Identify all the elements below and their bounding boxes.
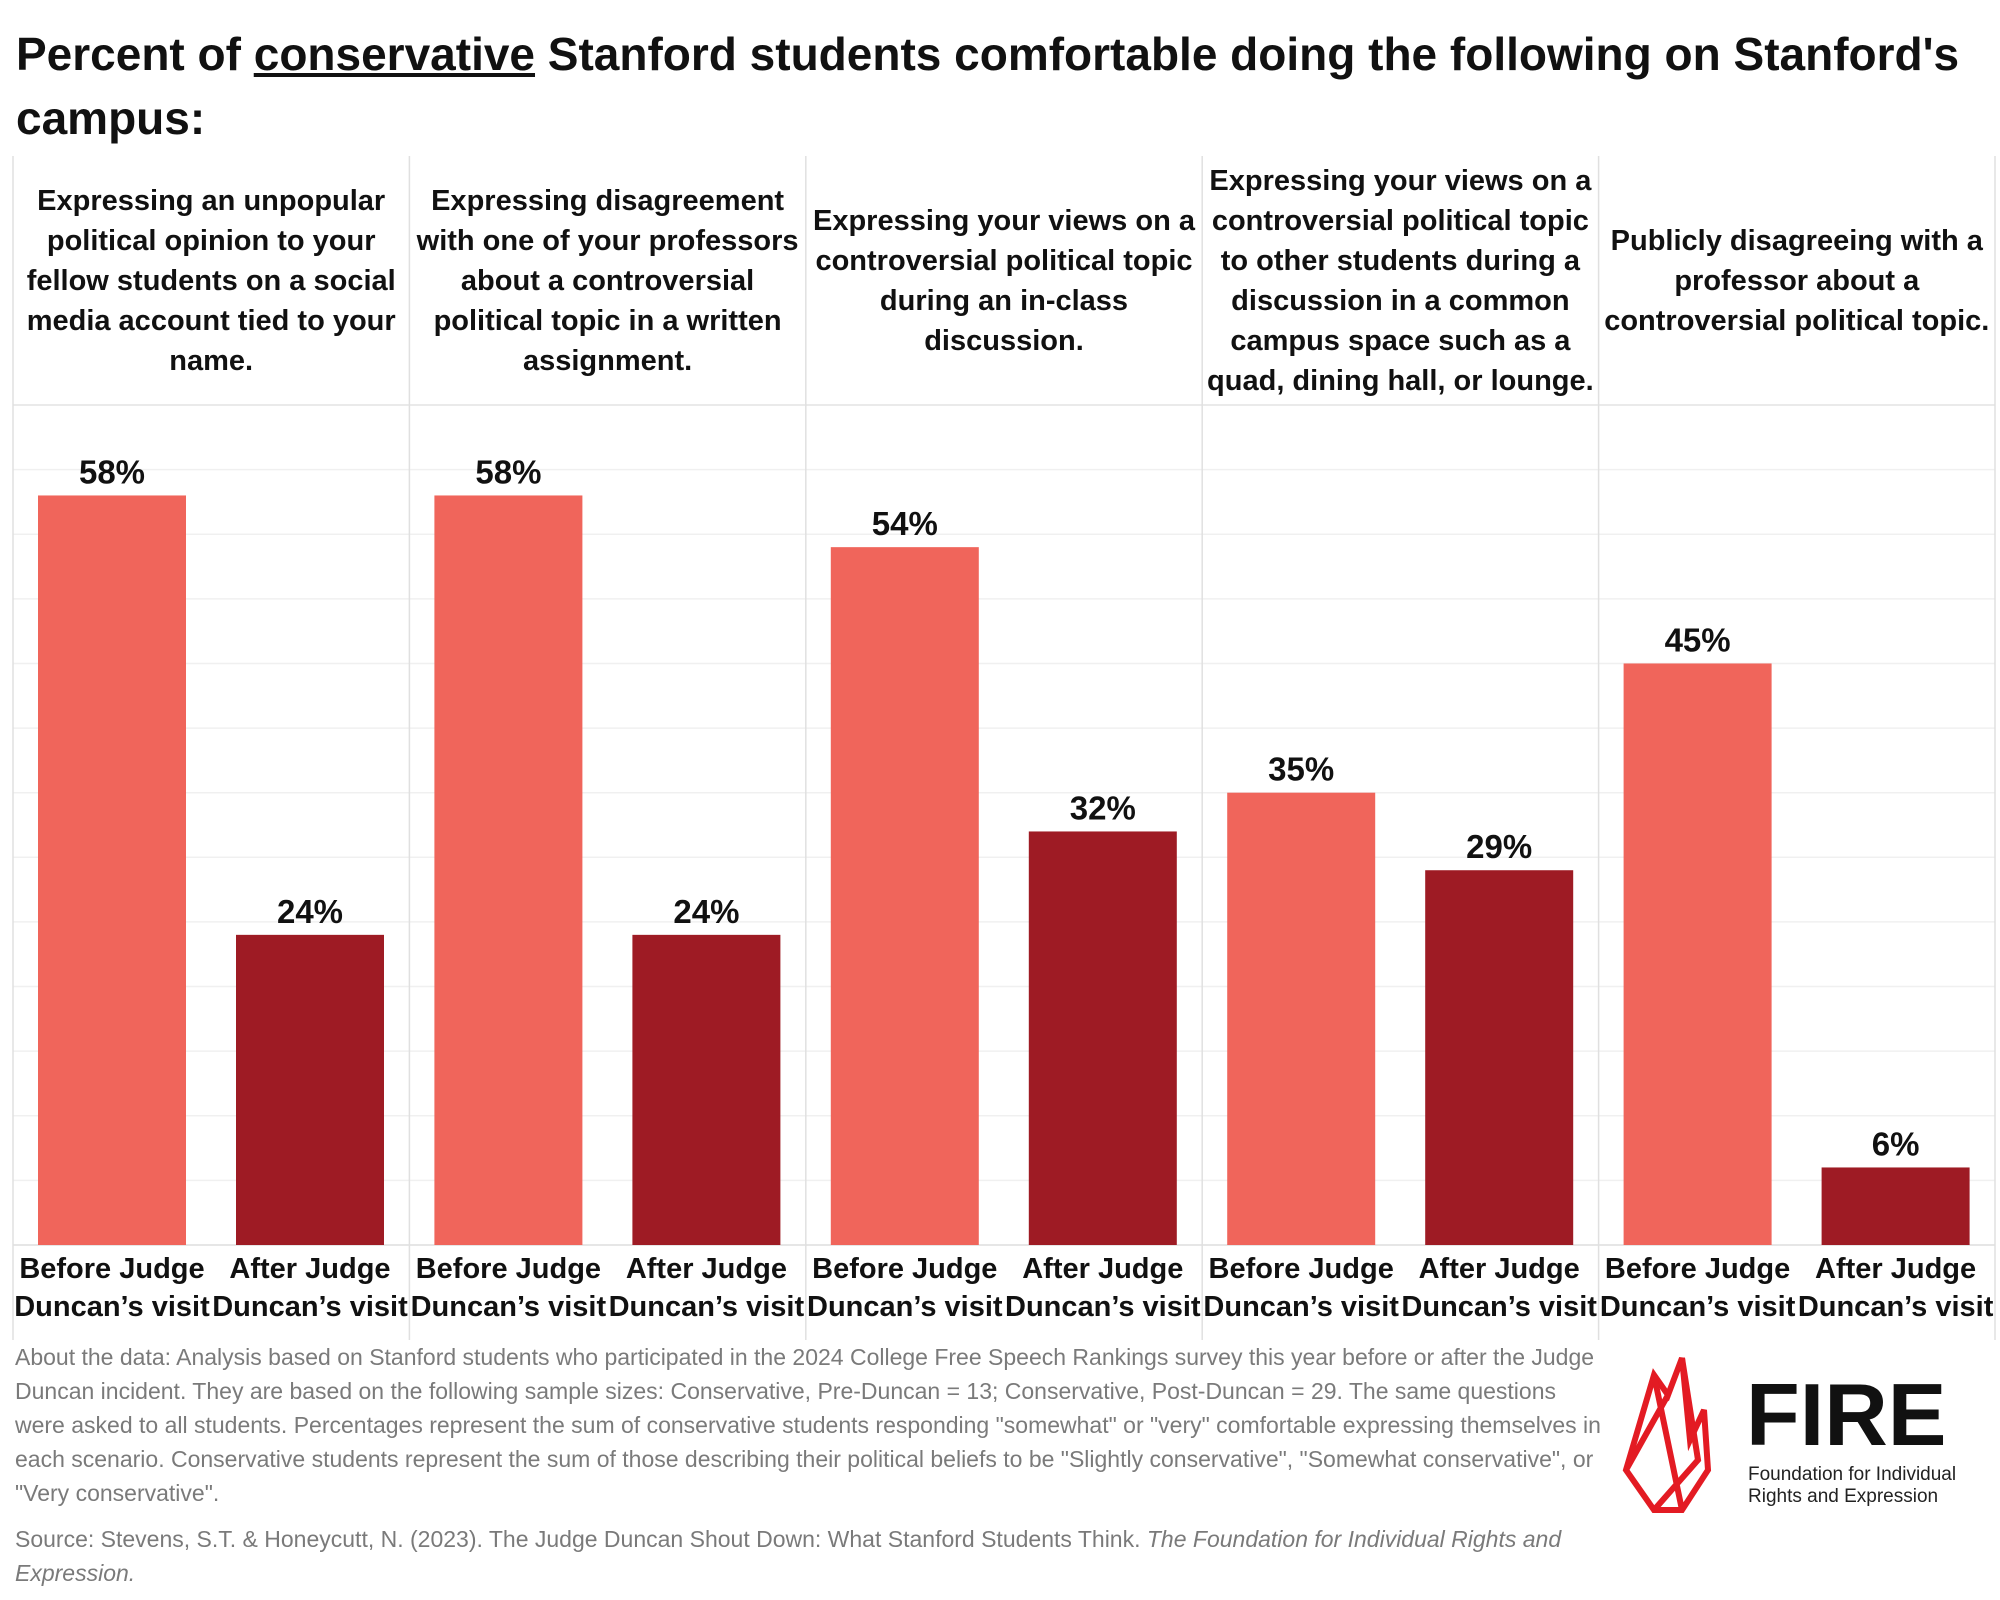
value-label: 24% bbox=[673, 893, 739, 930]
title-emphasis: conservative bbox=[253, 28, 536, 80]
footnotes: About the data: Analysis based on Stanfo… bbox=[15, 1340, 1605, 1590]
bar-before bbox=[1227, 792, 1376, 1245]
bar-before bbox=[1623, 663, 1772, 1245]
bar-chart: 58% 24% 58% 24% 54% 32% 35% 29% 45% 6% bbox=[12, 156, 1996, 1340]
bar-after bbox=[1028, 831, 1177, 1245]
bar-before bbox=[434, 495, 583, 1245]
source-text: Source: Stevens, S.T. & Honeycutt, N. (2… bbox=[15, 1526, 1147, 1552]
value-label: 24% bbox=[277, 893, 343, 930]
fire-logo: FIRE Foundation for Individual Rights an… bbox=[1622, 1356, 1956, 1513]
category-label: After Judge Duncan’s visit bbox=[212, 1253, 408, 1323]
bar-before bbox=[38, 495, 186, 1245]
panel-header: Expressing an unpopular political opinio… bbox=[26, 184, 396, 377]
category-label: After Judge Duncan’s visit bbox=[1797, 1253, 1994, 1323]
source-note: Source: Stevens, S.T. & Honeycutt, N. (2… bbox=[15, 1522, 1605, 1590]
source-publisher: The Foundation for Individual Rights and… bbox=[15, 1526, 1562, 1586]
category-label: Before Judge Duncan’s visit bbox=[14, 1253, 210, 1323]
logo-wordmark: FIRE bbox=[1746, 1365, 1946, 1464]
value-label: 58% bbox=[79, 453, 145, 490]
category-label: After Judge Duncan’s visit bbox=[1005, 1253, 1201, 1323]
category-label: After Judge Duncan’s visit bbox=[608, 1253, 805, 1323]
category-label: After Judge Duncan’s visit bbox=[1401, 1253, 1597, 1323]
value-label: 45% bbox=[1665, 621, 1731, 658]
category-label: Before Judge Duncan’s visit bbox=[1599, 1253, 1796, 1323]
panel-header: Expressing disagreement with one of your… bbox=[416, 184, 799, 377]
about-data-note: About the data: Analysis based on Stanfo… bbox=[15, 1344, 1601, 1506]
title-text: Percent of bbox=[16, 28, 254, 80]
bar-after bbox=[632, 934, 781, 1245]
title-text: Stanford students comfortable doing the … bbox=[16, 28, 1960, 144]
panel-header: Publicly disagreeing with a professor ab… bbox=[1604, 224, 1990, 337]
value-label: 29% bbox=[1466, 828, 1532, 865]
value-label: 54% bbox=[872, 505, 938, 542]
value-label: 35% bbox=[1268, 751, 1334, 788]
panel-header: Expressing your views on a controversial… bbox=[813, 204, 1195, 357]
value-label: 32% bbox=[1070, 789, 1136, 826]
logo-tagline: Rights and Expression bbox=[1748, 1486, 1938, 1507]
value-label: 58% bbox=[475, 453, 541, 490]
bar-after bbox=[236, 934, 384, 1245]
category-label: Before Judge Duncan’s visit bbox=[410, 1253, 607, 1323]
bar-before bbox=[830, 547, 979, 1245]
bar-after bbox=[1821, 1167, 1970, 1245]
panel-header: Expressing your views on a controversial… bbox=[1207, 164, 1594, 397]
logo-tagline: Foundation for Individual bbox=[1748, 1464, 1956, 1485]
bar-after bbox=[1425, 870, 1574, 1245]
value-label: 6% bbox=[1872, 1125, 1920, 1162]
category-label: Before Judge Duncan’s visit bbox=[1203, 1253, 1399, 1323]
category-label: Before Judge Duncan’s visit bbox=[807, 1253, 1003, 1323]
chart-title: Percent of conservative Stanford student… bbox=[16, 22, 1986, 150]
